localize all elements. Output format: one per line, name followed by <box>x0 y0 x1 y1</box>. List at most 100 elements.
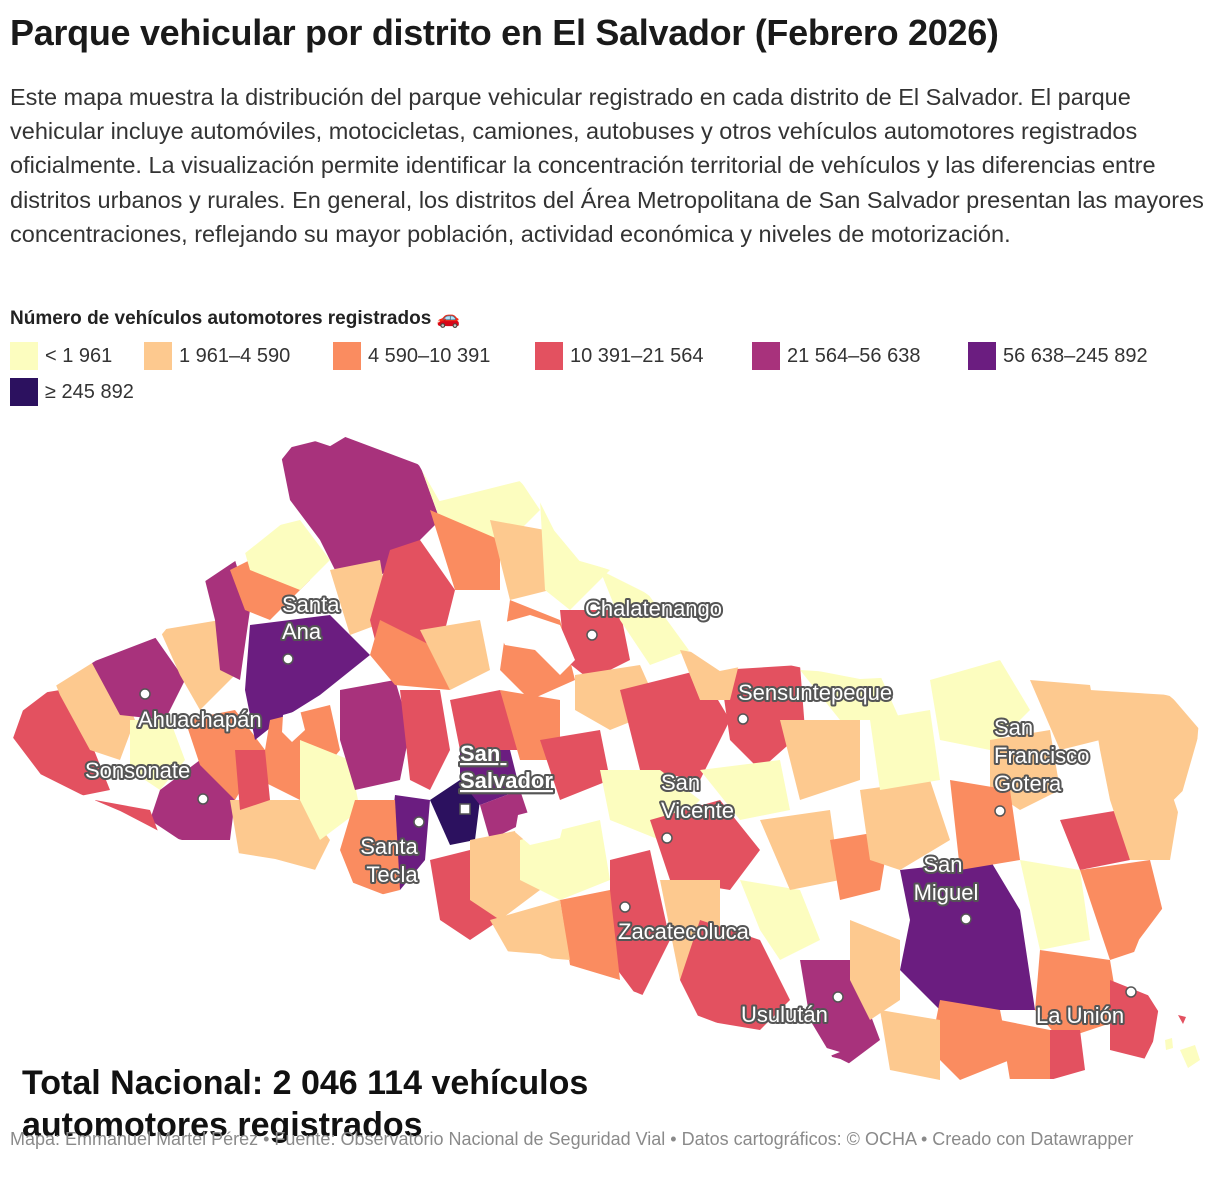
city-label-san-miguel: San Miguel <box>914 852 979 905</box>
district[interactable] <box>800 670 900 720</box>
legend-swatch <box>144 342 172 370</box>
city-label-line: Sonsonate <box>85 758 190 783</box>
city-marker-san-miguel[interactable] <box>960 913 972 925</box>
district[interactable] <box>1080 860 1170 960</box>
legend-item-5: 21 564–56 638 <box>752 342 920 370</box>
city-marker-san-vicente[interactable] <box>661 832 673 844</box>
city-label-sensuntepeque: Sensuntepeque <box>738 680 892 705</box>
district[interactable] <box>460 750 520 805</box>
city-marker-san-salvador[interactable] <box>459 803 471 815</box>
country-outline <box>10 428 1202 1084</box>
city-label-line: Miguel <box>914 880 979 905</box>
island <box>1178 1015 1186 1024</box>
legend-label: 4 590–10 391 <box>368 344 491 367</box>
district[interactable] <box>1000 1020 1050 1080</box>
district[interactable] <box>150 760 235 840</box>
page-title: Parque vehicular por distrito en El Salv… <box>10 12 999 53</box>
district[interactable] <box>1030 680 1100 750</box>
district[interactable] <box>1110 800 1180 860</box>
district[interactable] <box>1020 860 1090 950</box>
city-marker-usulutan[interactable] <box>832 991 844 1003</box>
district[interactable] <box>490 520 550 600</box>
district[interactable] <box>950 780 1020 870</box>
district[interactable] <box>1110 980 1160 1060</box>
district[interactable] <box>680 920 790 1030</box>
district[interactable] <box>1060 810 1130 870</box>
city-marker-la-union[interactable] <box>1125 986 1137 998</box>
map-svg[interactable]: Santa Ana Ahuachapán Sonsonate Chalatena… <box>0 420 1220 1120</box>
legend-item-4: 10 391–21 564 <box>535 342 703 370</box>
district[interactable] <box>650 800 760 890</box>
district[interactable] <box>130 720 185 790</box>
district[interactable] <box>720 665 805 770</box>
lake-cerron-grande <box>495 615 575 675</box>
city-label-line: San <box>923 852 962 877</box>
district[interactable] <box>420 620 490 690</box>
city-label-line: Francisco <box>994 743 1089 768</box>
city-marker-santa-ana[interactable] <box>282 653 294 665</box>
district[interactable] <box>930 1000 1010 1080</box>
city-label-line: Vicente <box>661 798 734 823</box>
city-marker-santa-tecla[interactable] <box>413 816 425 828</box>
district[interactable] <box>1035 950 1120 1040</box>
city-marker-zacatecoluca[interactable] <box>619 901 631 913</box>
city-label-line: Chalatenango <box>585 596 722 621</box>
intro-text: Este mapa muestra la distribución del pa… <box>10 84 1204 247</box>
district[interactable] <box>430 850 500 940</box>
legend-label: 1 961–4 590 <box>179 344 291 367</box>
legend-swatch <box>535 342 563 370</box>
district[interactable] <box>930 660 1030 750</box>
district[interactable] <box>560 890 620 980</box>
legend-swatch <box>10 378 38 406</box>
district[interactable] <box>340 680 410 790</box>
city-marker-sensuntepeque[interactable] <box>737 713 749 725</box>
district[interactable] <box>700 760 790 820</box>
district[interactable] <box>430 780 480 845</box>
city-label-sonsonate: Sonsonate <box>85 758 190 783</box>
city-marker-sonsonate[interactable] <box>197 793 209 805</box>
district[interactable] <box>560 610 630 680</box>
district[interactable] <box>600 570 690 665</box>
district[interactable] <box>740 880 820 960</box>
district[interactable] <box>370 620 450 690</box>
district[interactable] <box>860 780 950 870</box>
district[interactable] <box>430 510 500 590</box>
legend-label: ≥ 245 892 <box>45 380 134 403</box>
district[interactable] <box>245 615 370 740</box>
city-label-la-union: La Unión <box>1036 1003 1124 1028</box>
city-label-san-salvador: San Salvador <box>460 741 553 793</box>
district[interactable] <box>540 730 610 800</box>
district[interactable] <box>450 690 520 750</box>
choropleth-map[interactable]: Santa Ana Ahuachapán Sonsonate Chalatena… <box>0 420 1220 1120</box>
district[interactable] <box>480 790 530 840</box>
district[interactable] <box>850 920 900 1020</box>
city-label-line: La Unión <box>1036 1003 1124 1028</box>
city-marker-chalatenango[interactable] <box>586 629 598 641</box>
legend-title: Número de vehículos automotores registra… <box>10 308 461 329</box>
district[interactable] <box>300 740 360 840</box>
footer-credits: Mapa: Emmanuel Martel Pérez • Fuente: Ob… <box>10 1129 1134 1149</box>
city-label-line: Ahuachapán <box>138 707 262 732</box>
legend-swatch <box>968 342 996 370</box>
district[interactable] <box>1040 1030 1085 1080</box>
district[interactable] <box>870 710 940 790</box>
city-label-santa-tecla: Santa Tecla <box>360 834 424 887</box>
district[interactable] <box>780 720 860 800</box>
district[interactable] <box>1090 690 1200 800</box>
district[interactable] <box>900 860 1035 1010</box>
district[interactable] <box>490 900 570 960</box>
legend-swatch <box>752 342 780 370</box>
city-marker-ahuachapan[interactable] <box>139 688 151 700</box>
city-label-santa-ana: Santa Ana <box>282 592 346 644</box>
legend-swatch <box>10 342 38 370</box>
city-marker-san-francisco-gotera[interactable] <box>994 805 1006 817</box>
legend-label: 56 638–245 892 <box>1003 344 1148 367</box>
city-label-chalatenango: Chalatenango <box>585 596 722 621</box>
district[interactable] <box>400 690 450 790</box>
district[interactable] <box>235 750 270 810</box>
district[interactable] <box>610 850 670 1000</box>
district[interactable] <box>880 1010 940 1080</box>
legend-item-7: ≥ 245 892 <box>10 378 134 406</box>
district[interactable] <box>340 800 400 900</box>
district[interactable] <box>760 810 840 890</box>
